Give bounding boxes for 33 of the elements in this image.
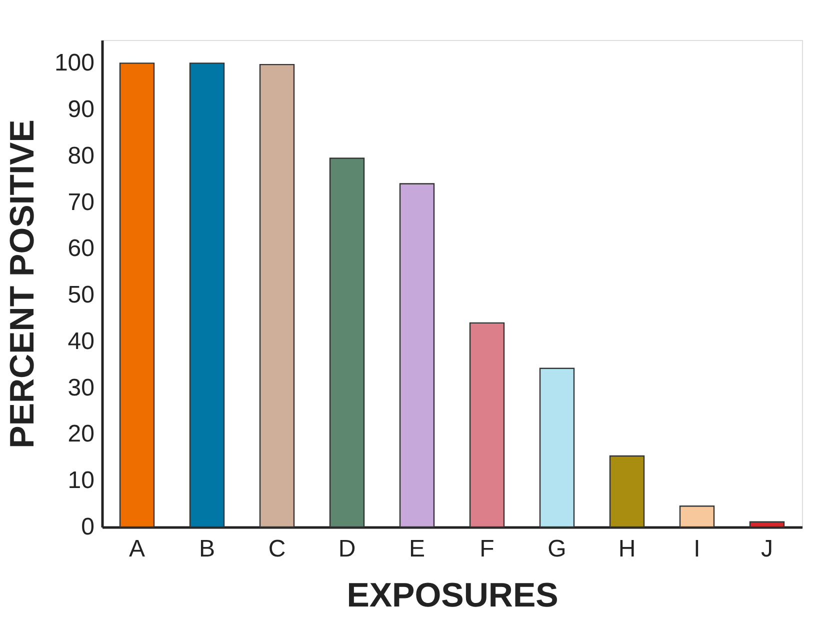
x-tick-label: A (128, 536, 146, 562)
y-tick-label: 0 (81, 514, 94, 540)
bar (259, 64, 295, 528)
bar (329, 158, 365, 528)
y-tick-label: 60 (68, 235, 94, 262)
y-tick-label: 70 (68, 188, 94, 216)
x-tick-label: J (761, 536, 773, 562)
x-tick-label: C (268, 536, 286, 562)
bar (469, 322, 505, 528)
y-tick-label: 50 (68, 282, 94, 309)
bar (189, 62, 225, 528)
y-tick-label: 80 (68, 142, 94, 170)
x-tick-label: F (480, 536, 494, 562)
x-tick-label: D (338, 536, 356, 562)
x-tick-label: H (618, 536, 636, 562)
y-tick-label: 40 (68, 328, 94, 355)
bar (399, 183, 435, 528)
x-tick-label: B (198, 536, 216, 562)
y-tick-label: 10 (68, 467, 94, 494)
x-axis-title: EXPOSURES (346, 576, 558, 614)
y-tick-label: 20 (68, 420, 94, 448)
bar (119, 62, 155, 528)
x-tick-label: E (408, 536, 426, 562)
bar (749, 521, 785, 528)
x-tick-label: I (694, 536, 700, 562)
y-tick-label: 100 (54, 50, 94, 77)
bar (679, 506, 715, 528)
bar (609, 455, 645, 528)
y-axis-title: PERCENT POSITIVE (3, 120, 42, 448)
bar (539, 368, 575, 528)
y-tick-label: 30 (68, 374, 94, 402)
x-tick-label: G (548, 536, 566, 562)
y-tick-label: 90 (68, 96, 94, 124)
